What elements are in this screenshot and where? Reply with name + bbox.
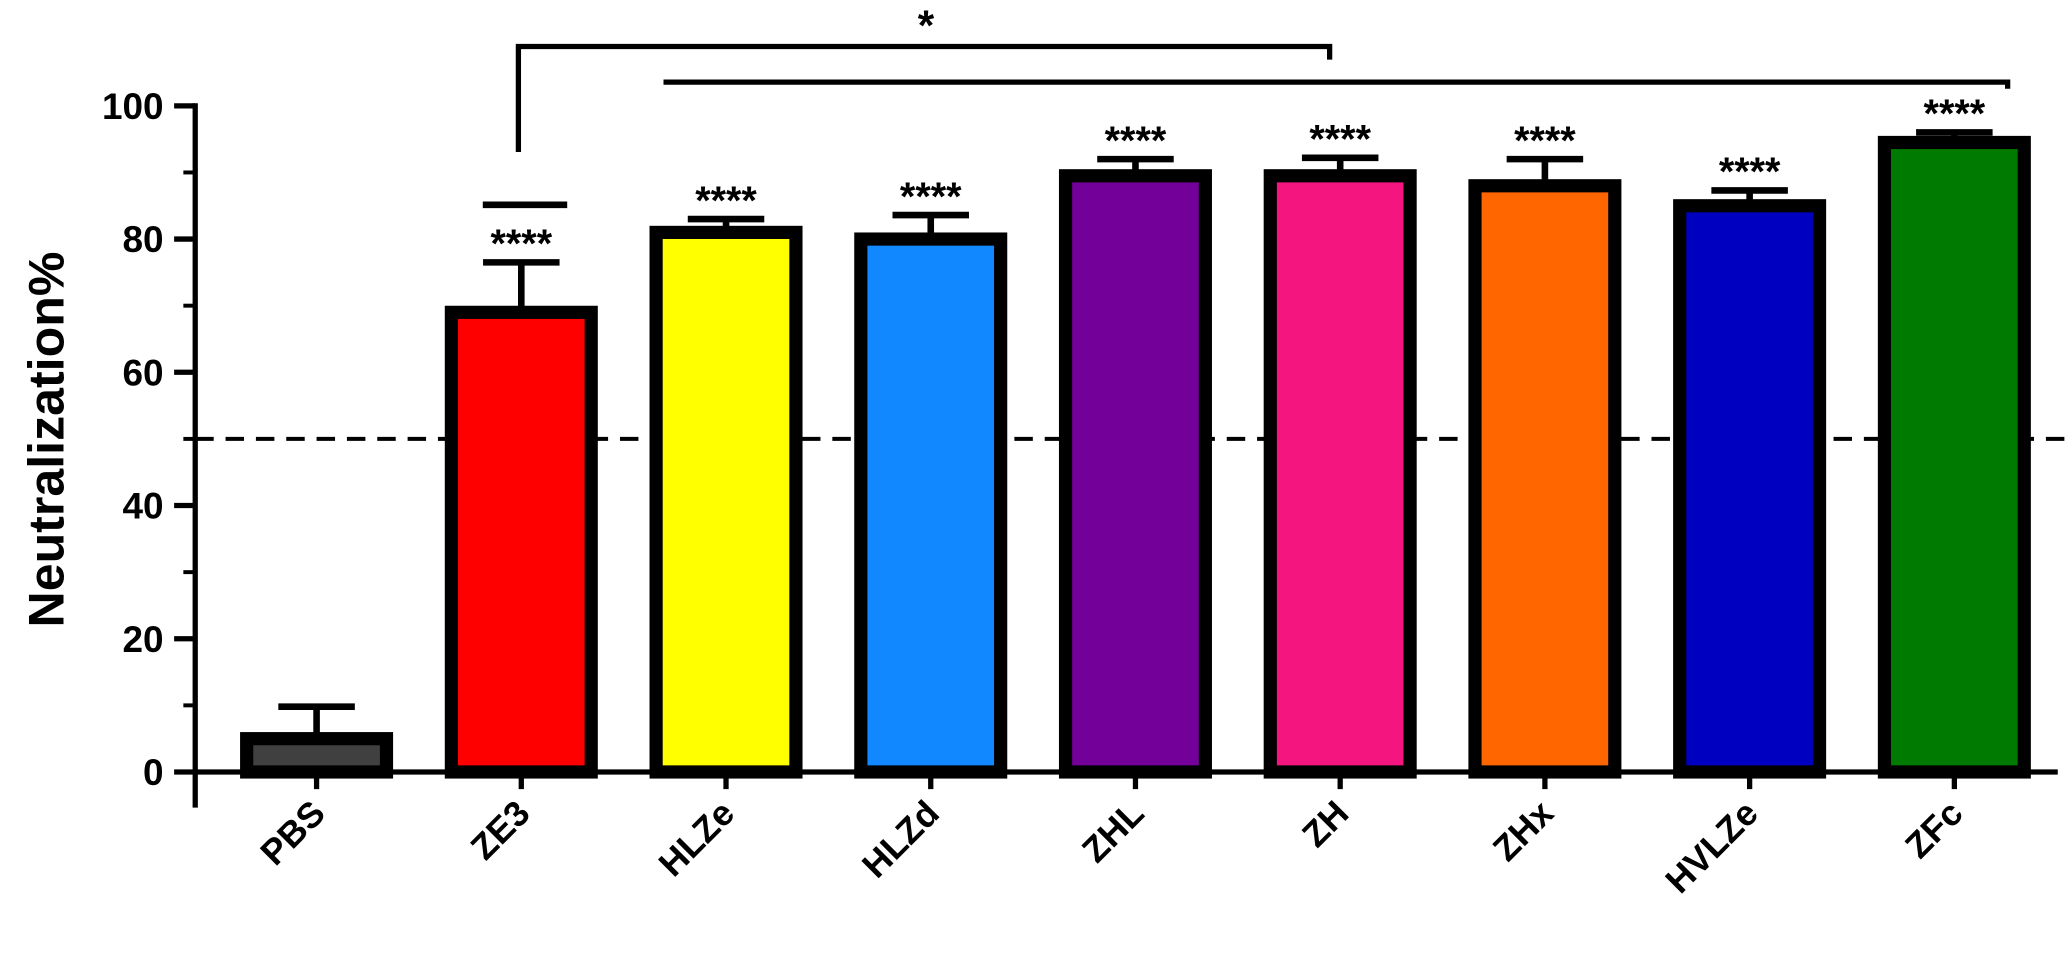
bracket	[515, 43, 1333, 153]
bar	[1468, 179, 1622, 779]
significance-label: ****	[1105, 119, 1167, 163]
x-tick-label: HVLZe	[1658, 793, 1766, 901]
significance-label: ****	[1309, 118, 1371, 162]
significance-label: ****	[1924, 92, 1986, 136]
x-tick-label: HLZe	[651, 793, 742, 884]
y-tick-label: 80	[122, 219, 163, 260]
x-tick-label: ZFc	[1898, 793, 1971, 866]
significance-label: ****	[1719, 150, 1781, 194]
bar	[1673, 199, 1827, 779]
bracket	[663, 79, 2011, 89]
x-tick-label: ZH	[1295, 793, 1357, 855]
comparison-label: *	[918, 2, 935, 49]
x-tick-label: HLZd	[854, 793, 947, 886]
significance-label: ****	[1514, 119, 1576, 163]
bar	[240, 732, 394, 779]
significance-label: ****	[491, 222, 553, 266]
significance-label: ****	[695, 179, 757, 223]
bar	[649, 225, 803, 779]
y-tick-label: 20	[122, 619, 163, 660]
bar	[854, 232, 1008, 779]
y-tick-label: 100	[102, 86, 164, 127]
y-tick-label: 40	[122, 486, 163, 527]
bar	[444, 305, 598, 779]
bar	[1263, 169, 1417, 779]
bar	[1058, 169, 1212, 779]
y-tick-label: 0	[143, 752, 164, 793]
x-tick-label: ZHL	[1074, 793, 1151, 870]
x-tick-label: ZE3	[463, 793, 537, 867]
x-tick-label: PBS	[253, 793, 333, 873]
y-axis-label: Neutralization%	[18, 252, 74, 628]
significance-label: ****	[900, 175, 962, 219]
y-tick-label: 60	[122, 352, 163, 393]
bar	[1877, 135, 2031, 779]
x-tick-label: ZHx	[1485, 793, 1561, 869]
